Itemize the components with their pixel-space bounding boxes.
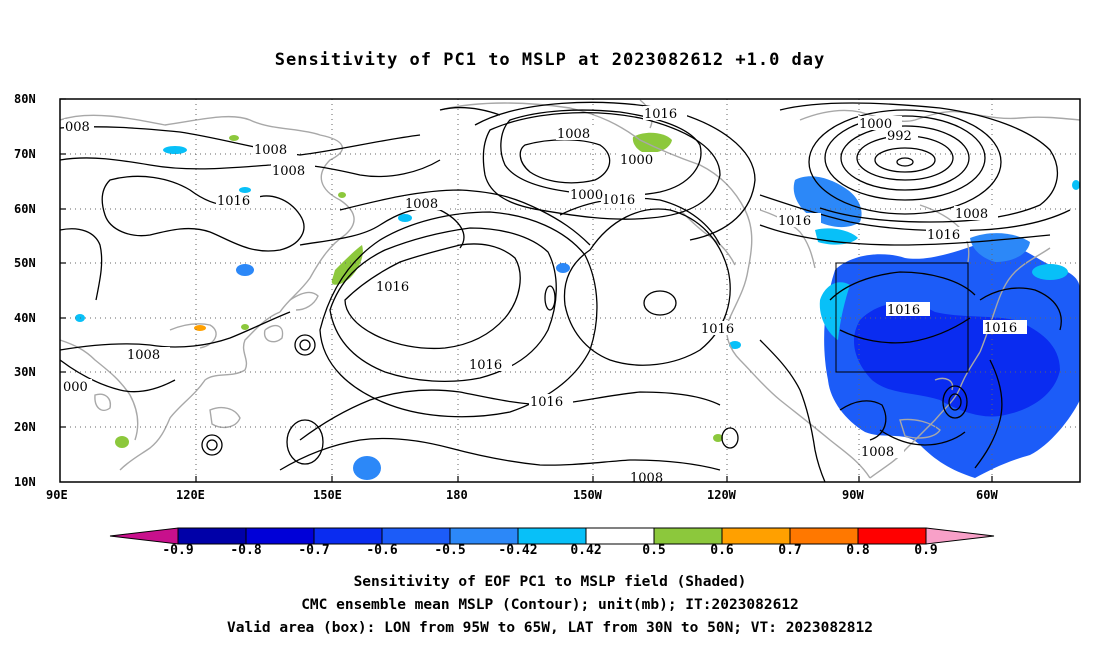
contour-label: 1008 xyxy=(405,197,438,212)
lon-label: 180 xyxy=(446,488,468,502)
contour-label: 000 xyxy=(63,380,88,395)
mslp-contours xyxy=(59,101,1071,483)
colorbar-label: -0.6 xyxy=(366,543,398,558)
contour-label: 1016 xyxy=(376,280,409,295)
negative-sensitivity-ne xyxy=(970,233,1030,262)
colorbar-label: -0.7 xyxy=(298,543,330,558)
lon-label: 120W xyxy=(707,488,736,502)
colorbar xyxy=(109,527,995,545)
lat-label: 70N xyxy=(14,147,36,161)
map-title: Sensitivity of PC1 to MSLP at 2023082612… xyxy=(274,50,826,70)
axis-ticks xyxy=(60,98,993,482)
lon-label: 60W xyxy=(976,488,998,502)
contour-label: 1008 xyxy=(630,471,663,486)
contour-label: 1008 xyxy=(557,127,590,142)
lat-label: 80N xyxy=(14,92,36,106)
sensitivity-shading xyxy=(75,132,1080,480)
contour-label: 1008 xyxy=(955,207,988,222)
lon-label: 90E xyxy=(46,488,68,502)
contour-label: 1016 xyxy=(887,303,920,318)
lon-label: 150E xyxy=(313,488,342,502)
contour-label: 1016 xyxy=(927,228,960,243)
caption-line-3: Valid area (box): LON from 95W to 65W, L… xyxy=(226,620,873,636)
contour-label: 1008 xyxy=(127,348,160,363)
colorbar-label: 0.7 xyxy=(778,543,802,558)
negative-sensitivity-edge xyxy=(819,282,850,340)
colorbar-label: 0.5 xyxy=(642,543,666,558)
colorbar-label: 0.9 xyxy=(914,543,938,558)
contour-label: 1000 xyxy=(859,117,892,132)
colorbar-label: -0.8 xyxy=(230,543,262,558)
contour-label: 1016 xyxy=(602,193,635,208)
contour-labels: 008 1008 1008 1016 1008 1008 1000 1016 1… xyxy=(62,106,1027,486)
contour-label: 008 xyxy=(65,120,90,135)
contour-label: 992 xyxy=(887,129,912,144)
caption-line-2: CMC ensemble mean MSLP (Contour); unit(m… xyxy=(301,597,799,613)
contour-label: 1016 xyxy=(701,322,734,337)
contour-label: 1000 xyxy=(570,188,603,203)
contour-label: 1016 xyxy=(984,321,1017,336)
contour-label: 1016 xyxy=(644,107,677,122)
lon-label: 120E xyxy=(176,488,205,502)
lat-label: 20N xyxy=(14,420,36,434)
contour-label: 1016 xyxy=(469,358,502,373)
map-panel: 008 1008 1008 1016 1008 1008 1000 1016 1… xyxy=(59,98,1081,486)
valid-area-box xyxy=(835,262,969,373)
lat-label: 50N xyxy=(14,256,36,270)
colorbar-label: -0.5 xyxy=(434,543,466,558)
lon-label: 90W xyxy=(842,488,864,502)
caption-line-1: Sensitivity of EOF PC1 to MSLP field (Sh… xyxy=(353,574,747,590)
contour-label: 1008 xyxy=(254,143,287,158)
positive-sensitivity-region xyxy=(331,245,363,285)
lon-label: 150W xyxy=(573,488,602,502)
lat-label: 30N xyxy=(14,365,36,379)
colorbar-low-arrow xyxy=(109,527,179,545)
colorbar-label: 0.8 xyxy=(846,543,870,558)
contour-label: 1016 xyxy=(530,395,563,410)
colorbar-label: -0.42 xyxy=(498,543,538,558)
contour-label: 1008 xyxy=(861,445,894,460)
lat-label: 10N xyxy=(14,475,36,489)
colorbar-high-arrow xyxy=(925,527,995,545)
coastlines xyxy=(59,99,1081,479)
colorbar-label: 0.42 xyxy=(570,543,602,558)
positive-sensitivity-region xyxy=(632,132,672,153)
contour-label: 1016 xyxy=(778,214,811,229)
contour-label: 1008 xyxy=(272,164,305,179)
colorbar-label: -0.9 xyxy=(162,543,194,558)
lat-label: 40N xyxy=(14,311,36,325)
contour-label: 1016 xyxy=(217,194,250,209)
colorbar-label: 0.6 xyxy=(710,543,734,558)
contour-label: 1000 xyxy=(620,153,653,168)
lat-label: 60N xyxy=(14,202,36,216)
